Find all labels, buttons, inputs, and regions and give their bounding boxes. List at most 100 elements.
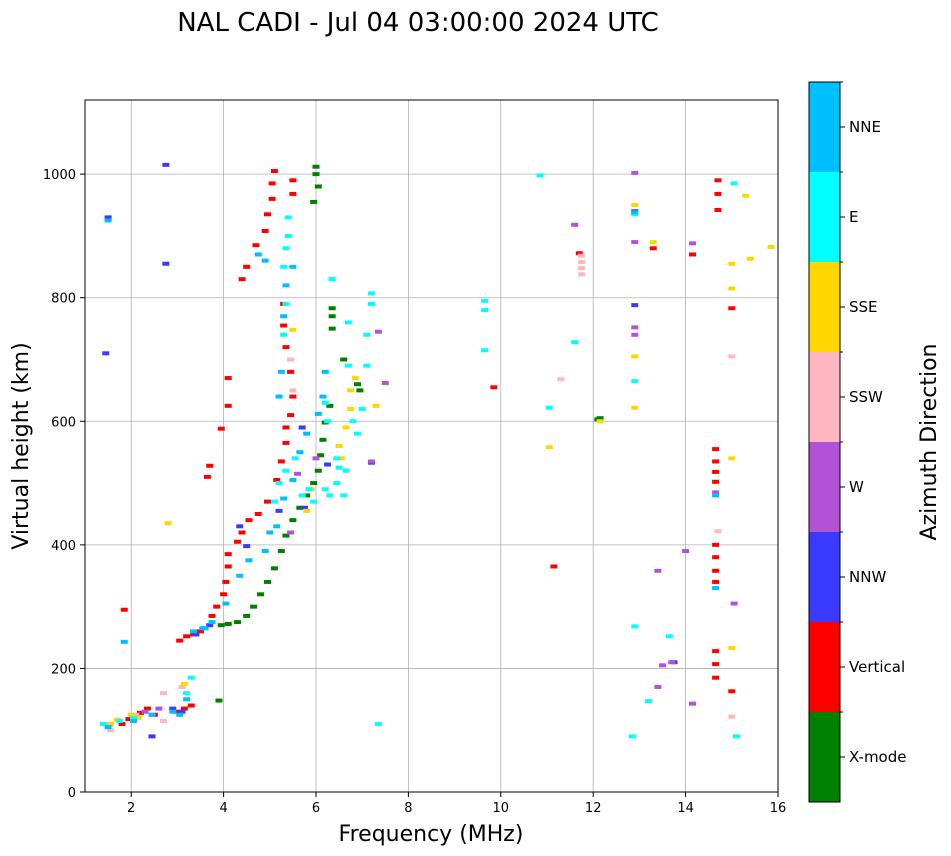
colorbar-segment [809, 622, 840, 712]
data-point-vertical [714, 207, 722, 212]
x-tick-label: 14 [677, 801, 694, 816]
data-point-w [631, 332, 639, 337]
data-point-vertical [245, 518, 253, 523]
data-point-nne [261, 549, 269, 554]
data-point-x-mode [289, 518, 297, 523]
data-point-nne [190, 629, 198, 634]
data-point-vertical [550, 564, 558, 569]
data-point-sse [767, 245, 775, 250]
data-point-sse [631, 405, 639, 410]
gridlines [85, 100, 779, 793]
data-point-e [349, 419, 357, 424]
data-point-sse [289, 327, 297, 332]
data-point-x-mode [328, 306, 336, 311]
data-point-e [481, 298, 489, 303]
data-point-nne [280, 496, 288, 501]
data-point-x-mode [296, 505, 304, 510]
data-point-sse [631, 203, 639, 208]
data-point-x-mode [314, 184, 322, 189]
data-point-vertical [136, 710, 144, 715]
data-point-nne [120, 639, 128, 644]
data-point-w [654, 568, 662, 573]
data-point-x-mode [233, 620, 241, 625]
data-point-vertical [712, 555, 720, 560]
data-point-sse [649, 240, 657, 245]
data-point-x-mode [319, 437, 327, 442]
data-point-vertical [490, 385, 498, 390]
data-point-vertical [143, 706, 151, 711]
data-point-nnw [192, 632, 200, 637]
data-points [99, 162, 775, 739]
y-tick-label: 800 [51, 292, 76, 307]
colorbar-segment [809, 532, 840, 622]
data-point-ssw [728, 714, 736, 719]
chart-title: NAL CADI - Jul 04 03:00:00 2024 UTC [177, 8, 659, 38]
data-point-w [312, 456, 320, 461]
data-point-x-mode [328, 314, 336, 319]
data-point-e [187, 675, 195, 680]
data-point-nnw [275, 508, 283, 513]
data-point-vertical [268, 196, 276, 201]
data-point-nne [183, 697, 191, 702]
data-point-e [335, 465, 343, 470]
data-point-w [287, 530, 295, 535]
data-point-vertical [280, 323, 288, 328]
data-point-nne [289, 477, 297, 482]
data-point-w [381, 380, 389, 385]
data-point-e [99, 722, 107, 727]
colorbar-label: NNE [849, 118, 881, 136]
data-point-vertical [243, 264, 251, 269]
data-point-nne [254, 252, 262, 257]
data-point-vertical [712, 459, 720, 464]
data-point-vertical [233, 539, 241, 544]
data-point-sse [347, 406, 355, 411]
data-point-ssw [578, 253, 586, 258]
colorbar-segment [809, 82, 840, 172]
data-point-sse [134, 715, 142, 720]
data-point-nne [712, 586, 720, 591]
data-point-x-mode [282, 533, 290, 538]
data-point-sse [728, 646, 736, 651]
data-point-nne [277, 369, 285, 374]
data-point-sse [337, 456, 345, 461]
data-point-vertical [176, 638, 184, 643]
data-point-e [284, 233, 292, 238]
data-point-sse [631, 354, 639, 359]
data-point-w [689, 701, 697, 706]
data-point-vertical [125, 717, 133, 722]
data-point-vertical [180, 706, 188, 711]
data-point-w [631, 325, 639, 330]
data-point-nne [261, 258, 269, 263]
colorbar-frame [808, 81, 841, 803]
data-point-vertical [206, 463, 214, 468]
data-point-sse [742, 193, 750, 198]
data-point-nnw [236, 524, 244, 529]
data-point-vertical [712, 469, 720, 474]
data-point-vertical [220, 592, 228, 597]
data-point-nne [282, 283, 290, 288]
data-point-vertical [118, 722, 126, 727]
data-point-w [155, 706, 163, 711]
data-point-w [654, 684, 662, 689]
data-point-sse [127, 712, 135, 717]
data-point-nnw [178, 709, 186, 714]
data-point-w [571, 222, 579, 227]
data-point-vertical [712, 542, 720, 547]
data-point-nnw [243, 544, 251, 549]
data-point-ssw [132, 712, 140, 717]
data-point-vertical [270, 169, 278, 174]
data-point-w [682, 549, 690, 554]
data-point-vertical [728, 689, 736, 694]
data-point-e [333, 456, 341, 461]
data-point-sse [372, 403, 380, 408]
data-point-ssw [728, 354, 736, 359]
colorbar-title: Azimuth Direction [917, 343, 942, 540]
data-point-nnw [162, 261, 170, 266]
data-point-vertical [649, 246, 657, 251]
data-point-sse [545, 445, 553, 450]
data-point-e [342, 468, 350, 473]
data-point-ssw [106, 728, 114, 733]
data-point-nne [314, 411, 322, 416]
data-point-nne [296, 450, 304, 455]
